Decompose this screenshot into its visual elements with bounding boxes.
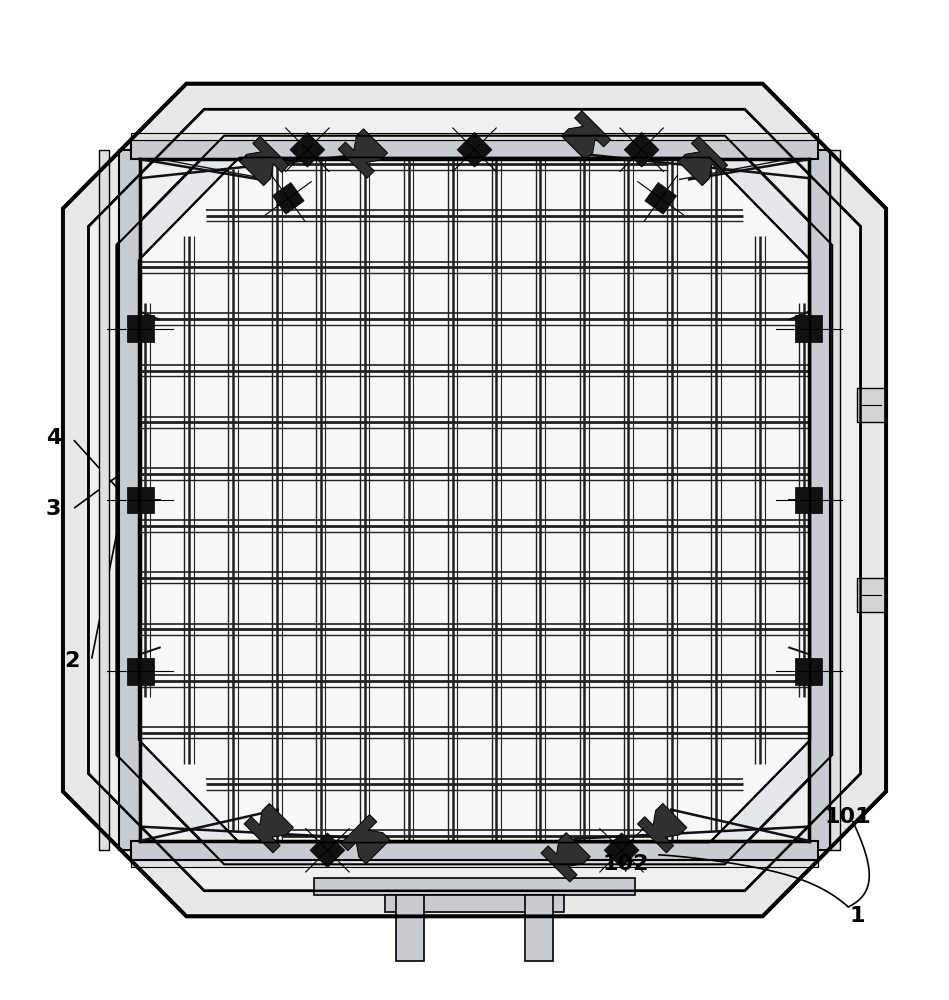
Text: 102: 102 <box>603 854 649 874</box>
Polygon shape <box>795 487 822 513</box>
Bar <box>131 133 818 140</box>
Bar <box>396 895 424 961</box>
Polygon shape <box>638 803 687 853</box>
Bar <box>99 150 109 850</box>
Text: 1: 1 <box>850 906 865 926</box>
Polygon shape <box>127 315 154 342</box>
Polygon shape <box>272 182 304 214</box>
Polygon shape <box>605 833 639 868</box>
Bar <box>809 150 829 850</box>
Polygon shape <box>88 109 861 891</box>
Polygon shape <box>139 157 810 843</box>
Bar <box>385 895 564 912</box>
Polygon shape <box>239 136 288 186</box>
Polygon shape <box>127 487 154 513</box>
Bar <box>857 388 885 422</box>
Text: 3: 3 <box>46 499 61 519</box>
Polygon shape <box>624 132 659 167</box>
Bar <box>525 895 553 961</box>
Polygon shape <box>117 136 832 864</box>
Bar <box>131 841 818 860</box>
Polygon shape <box>290 132 325 167</box>
Polygon shape <box>541 833 590 882</box>
Bar <box>313 878 636 895</box>
Text: 4: 4 <box>46 428 61 448</box>
Polygon shape <box>338 129 387 178</box>
Bar <box>131 860 818 867</box>
Polygon shape <box>244 803 293 853</box>
Polygon shape <box>139 157 810 843</box>
Polygon shape <box>645 182 677 214</box>
Polygon shape <box>795 658 822 685</box>
Bar <box>131 140 818 159</box>
Polygon shape <box>562 111 611 160</box>
Bar <box>120 150 140 850</box>
Polygon shape <box>341 815 390 864</box>
Polygon shape <box>127 658 154 685</box>
Bar <box>857 578 885 612</box>
Polygon shape <box>457 132 492 167</box>
Polygon shape <box>679 136 728 186</box>
Text: 2: 2 <box>65 651 80 671</box>
Bar <box>829 150 840 850</box>
Text: 101: 101 <box>825 807 871 827</box>
Polygon shape <box>63 84 886 916</box>
Polygon shape <box>795 315 822 342</box>
Polygon shape <box>310 833 344 868</box>
